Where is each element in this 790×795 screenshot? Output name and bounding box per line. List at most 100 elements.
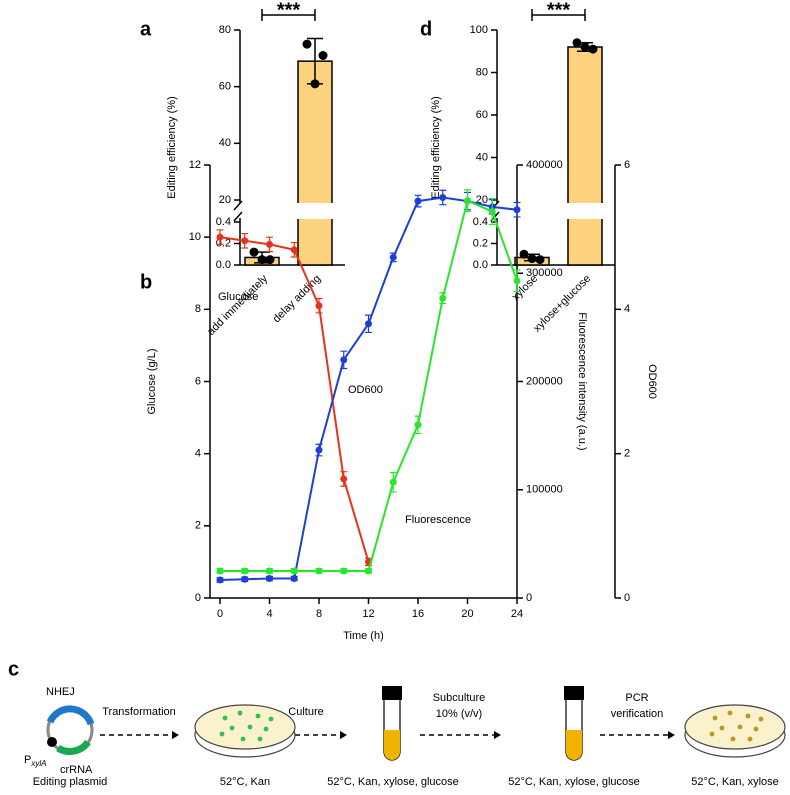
x-tick-label: 24	[511, 608, 523, 620]
step-label: 10% (v/v)	[436, 708, 482, 720]
tube-cap	[382, 686, 402, 700]
data-point	[257, 255, 267, 265]
data-point	[216, 567, 224, 575]
y-tick-label: 0.4	[473, 216, 488, 228]
rna-label: crRNA	[60, 764, 93, 776]
data-point	[266, 567, 273, 575]
data-point	[572, 38, 582, 48]
data-point	[588, 44, 598, 54]
promoter-label: PxylA	[24, 754, 46, 768]
nhej-gene	[46, 705, 95, 726]
data-point	[216, 576, 224, 584]
data-point	[389, 253, 397, 261]
data-point	[318, 51, 328, 60]
x-tick-label: 8	[316, 608, 322, 620]
data-point	[535, 255, 545, 265]
y-tick-label: 0.4	[216, 216, 231, 228]
data-point	[241, 567, 249, 575]
y-tick-label: 0.2	[473, 237, 488, 249]
caption: Editing plasmid	[33, 776, 108, 788]
data-point	[290, 575, 298, 583]
bar	[567, 46, 603, 266]
colonies	[219, 710, 274, 742]
caption: 52°C, Kan	[220, 776, 270, 788]
series-label: Fluorescence	[405, 514, 471, 526]
tube	[564, 686, 584, 761]
data-point	[340, 475, 348, 483]
step-label: PCR	[625, 692, 648, 704]
bar	[297, 60, 333, 266]
series-label: OD600	[348, 384, 383, 396]
y-tick-label: 0.0	[216, 259, 231, 271]
data-point	[241, 237, 249, 245]
step-label: Culture	[288, 706, 323, 718]
y-tick-label: 4	[624, 303, 630, 315]
dish-agar	[194, 704, 296, 750]
series-line	[219, 236, 370, 563]
gene-label: NHEJ	[46, 686, 75, 698]
colonies	[709, 710, 764, 742]
data-point	[519, 249, 529, 259]
step-label: Transformation	[102, 706, 176, 718]
data-point	[527, 254, 537, 264]
panel-letter: c	[8, 658, 19, 680]
data-point	[290, 246, 298, 254]
data-point	[249, 247, 259, 257]
x-tick-label: 0	[217, 608, 223, 620]
y-tick-label: 60	[219, 81, 231, 93]
y-tick-label: 20	[219, 194, 231, 206]
data-point	[439, 193, 447, 201]
data-point	[439, 294, 447, 302]
y-tick-label: 40	[219, 137, 231, 149]
significance-label: ***	[547, 0, 571, 21]
data-point	[266, 575, 273, 583]
data-point	[266, 240, 273, 248]
y-tick-label: 6	[624, 159, 630, 171]
data-point	[464, 197, 471, 205]
data-point	[216, 233, 224, 241]
y-tick-label: 10	[189, 231, 201, 243]
y-tick-label: 0.0	[473, 259, 488, 271]
y-tick-label: 200000	[526, 375, 563, 387]
data-point	[580, 42, 590, 52]
y-tick-label: 40	[476, 151, 488, 163]
step-label: verification	[611, 708, 664, 720]
step-label: Subculture	[433, 692, 486, 704]
y-tick-label: 0	[526, 592, 532, 604]
panel-letter: a	[140, 18, 152, 40]
y-tick-label: 60	[476, 109, 488, 121]
data-point	[365, 567, 372, 575]
caption: 52°C, Kan, xylose, glucose	[327, 776, 459, 788]
y-tick-label: 400000	[526, 159, 563, 171]
data-point	[365, 320, 372, 328]
data-point	[290, 567, 298, 575]
tube-medium	[566, 730, 582, 760]
y-axis-label: Editing efficiency (%)	[430, 96, 442, 199]
y-tick-label: 0	[195, 592, 201, 604]
panel-letter: d	[420, 18, 432, 40]
y2-axis-label: Fluorescence intensity (a.u.)	[576, 312, 588, 450]
tube-cap	[564, 686, 584, 700]
data-point	[488, 208, 496, 216]
y-axis-label: Glucose (g/L)	[146, 348, 158, 414]
data-point	[315, 302, 323, 310]
y-tick-label: 100	[470, 24, 488, 36]
promoter-sub: xylA	[30, 759, 46, 768]
y-tick-label: 80	[476, 66, 488, 78]
y-tick-label: 4	[195, 448, 201, 460]
data-point	[389, 478, 397, 486]
data-point	[302, 39, 312, 49]
data-point	[513, 206, 521, 214]
y-tick-label: 300000	[526, 267, 563, 279]
data-point	[315, 567, 323, 575]
crrna-gene	[56, 739, 91, 755]
data-point	[241, 575, 249, 583]
x-axis-label: Time (h)	[343, 630, 384, 642]
x-tick-label: 20	[461, 608, 473, 620]
y3-axis-label: OD600	[646, 364, 658, 399]
y-axis-label: Editing efficiency (%)	[166, 96, 178, 199]
panel-letter: b	[140, 271, 152, 293]
significance-label: ***	[277, 0, 301, 21]
y-tick-label: 12	[189, 159, 201, 171]
